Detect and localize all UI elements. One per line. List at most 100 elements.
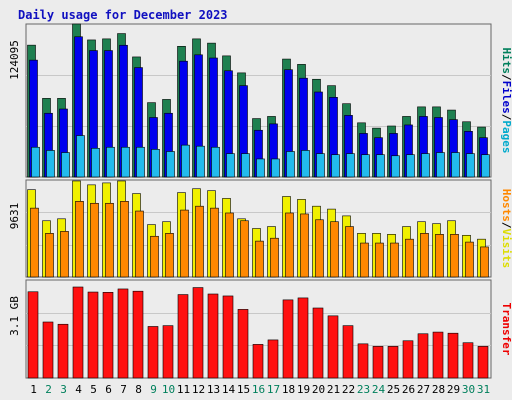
bar-pages-day-23 [361, 154, 370, 178]
bar-pages-day-16 [256, 158, 265, 178]
x-tick-label-day-19: 19 [297, 383, 310, 396]
x-tick-label-day-23: 23 [357, 383, 370, 396]
legend-visits-sites: Hosts/Visits [500, 189, 512, 269]
bar-pages-day-21 [331, 154, 340, 178]
x-tick-label-day-1: 1 [30, 383, 37, 396]
bar-hosts-day-6 [105, 202, 114, 278]
panel-hits-files-pages: 124095 Hits/Files/Pages [8, 23, 512, 178]
bar-pages-day-11 [181, 144, 190, 178]
bar-hosts-day-19 [300, 213, 309, 278]
bar-hosts-day-20 [315, 219, 324, 278]
legend-hits-files-pages: Hits/Files/Pages [500, 48, 512, 154]
bar-transfer-day-26 [402, 340, 414, 379]
bar-hosts-day-28 [435, 234, 444, 278]
y-tick-label-hits-files-pages: 124095 [8, 40, 21, 80]
y-tick-label-visits-sites: 9631 [8, 203, 21, 230]
bar-transfer-day-23 [357, 343, 369, 379]
x-tick-label-day-6: 6 [105, 383, 112, 396]
bar-pages-day-5 [91, 148, 100, 178]
legend-entry: Transfer [500, 303, 512, 356]
bar-transfer-day-13 [207, 293, 219, 379]
bar-transfer-day-27 [417, 333, 429, 379]
x-tick-label-day-29: 29 [447, 383, 460, 396]
chart-title: Daily usage for December 2023 [18, 8, 228, 22]
legend-entry: Hits [500, 48, 512, 75]
bar-hosts-day-2 [45, 233, 54, 278]
bar-pages-day-3 [61, 152, 70, 178]
bar-pages-day-4 [76, 135, 85, 178]
bar-pages-day-26 [406, 154, 415, 178]
panel-kbytes: 3.1 GB Transfer [8, 279, 512, 379]
legend-entry: / [500, 74, 512, 81]
bar-transfer-day-19 [297, 297, 309, 379]
bar-hosts-day-13 [210, 207, 219, 278]
x-tick-label-day-17: 17 [267, 383, 280, 396]
x-tick-label-day-10: 10 [162, 383, 175, 396]
x-tick-label-day-21: 21 [327, 383, 340, 396]
bar-hosts-day-14 [225, 212, 234, 278]
bar-hosts-day-10 [165, 233, 174, 278]
bar-transfer-day-8 [132, 290, 144, 379]
bar-pages-day-6 [106, 146, 115, 178]
legend-entry: / [500, 222, 512, 229]
bar-pages-day-12 [196, 145, 205, 178]
bar-hosts-day-24 [375, 242, 384, 278]
bar-transfer-day-16 [252, 344, 264, 379]
bar-hosts-day-22 [345, 226, 354, 278]
x-tick-label-day-16: 16 [252, 383, 265, 396]
x-tick-label-day-13: 13 [207, 383, 220, 396]
bar-hosts-day-12 [195, 205, 204, 278]
bar-hosts-day-31 [480, 246, 489, 278]
bar-transfer-day-14 [222, 295, 234, 379]
bar-hosts-day-30 [465, 241, 474, 278]
bar-transfer-day-12 [192, 287, 204, 379]
bar-transfer-day-6 [102, 292, 114, 379]
bar-pages-day-7 [121, 146, 130, 178]
x-tick-label-day-4: 4 [75, 383, 82, 396]
bar-pages-day-25 [391, 155, 400, 178]
bar-pages-day-8 [136, 146, 145, 178]
bar-hosts-day-9 [150, 235, 159, 278]
bar-pages-day-18 [286, 151, 295, 178]
x-tick-label-day-25: 25 [387, 383, 400, 396]
bar-hosts-day-29 [450, 234, 459, 278]
bar-pages-day-22 [346, 153, 355, 178]
bar-pages-day-9 [151, 149, 160, 178]
bar-hosts-day-7 [120, 201, 129, 278]
x-tick-label-day-5: 5 [90, 383, 97, 396]
bar-transfer-day-5 [87, 291, 99, 379]
x-tick-label-day-24: 24 [372, 383, 386, 396]
bar-transfer-day-3 [57, 323, 69, 379]
legend-entry: Visits [500, 229, 512, 269]
bar-transfer-day-24 [372, 346, 384, 379]
bar-transfer-day-29 [447, 332, 459, 379]
x-tick-label-day-22: 22 [342, 383, 355, 396]
bar-pages-day-10 [166, 151, 175, 178]
bar-transfer-day-30 [462, 342, 474, 379]
x-tick-label-day-7: 7 [120, 383, 127, 396]
bar-pages-day-19 [301, 150, 310, 178]
bar-transfer-day-4 [72, 286, 84, 379]
bar-transfer-day-20 [312, 307, 324, 379]
bar-pages-day-15 [241, 153, 250, 178]
bar-pages-day-20 [316, 153, 325, 178]
x-tick-label-day-2: 2 [45, 383, 52, 396]
legend-entry: Pages [500, 120, 512, 153]
bar-hosts-day-26 [405, 238, 414, 278]
bar-hosts-day-16 [255, 240, 264, 278]
bar-pages-day-30 [466, 153, 475, 178]
bar-transfer-day-25 [387, 346, 399, 379]
bar-hosts-day-17 [270, 237, 279, 278]
bar-pages-day-31 [481, 154, 490, 178]
bar-transfer-day-1 [27, 291, 39, 379]
bar-hosts-day-5 [90, 202, 99, 278]
bar-hosts-day-11 [180, 209, 189, 278]
bar-transfer-day-31 [477, 346, 489, 379]
bar-transfer-day-28 [432, 331, 444, 379]
x-tick-label-day-3: 3 [60, 383, 67, 396]
bar-hosts-day-4 [75, 201, 84, 278]
x-tick-label-day-18: 18 [282, 383, 295, 396]
bar-transfer-day-2 [42, 321, 54, 379]
bar-transfer-day-17 [267, 339, 279, 379]
x-tick-label-day-30: 30 [462, 383, 475, 396]
